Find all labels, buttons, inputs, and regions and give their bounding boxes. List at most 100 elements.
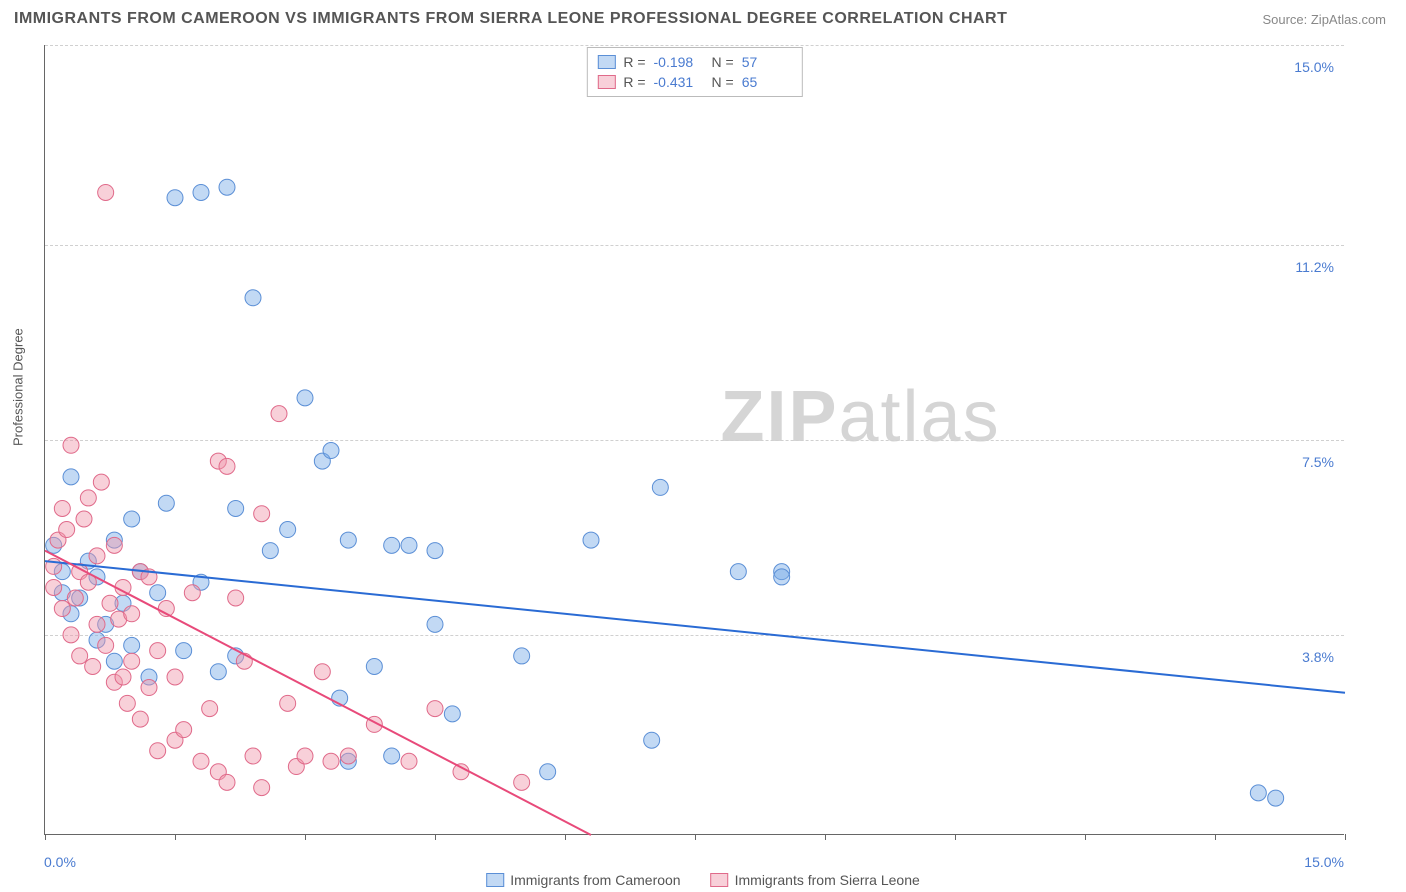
scatter-point: [644, 732, 660, 748]
scatter-point: [219, 179, 235, 195]
scatter-point: [63, 469, 79, 485]
scatter-point: [323, 443, 339, 459]
n-label: N =: [712, 54, 734, 70]
legend-item: Immigrants from Cameroon: [486, 872, 680, 888]
x-tick-mark: [825, 834, 826, 840]
scatter-point: [93, 474, 109, 490]
scatter-point: [85, 658, 101, 674]
scatter-point: [184, 585, 200, 601]
scatter-point: [210, 664, 226, 680]
legend-swatch: [486, 873, 504, 887]
x-tick-mark: [305, 834, 306, 840]
scatter-point: [54, 500, 70, 516]
scatter-point: [54, 601, 70, 617]
legend-label: Immigrants from Cameroon: [510, 872, 680, 888]
chart-container: IMMIGRANTS FROM CAMEROON VS IMMIGRANTS F…: [0, 0, 1406, 892]
scatter-point: [245, 290, 261, 306]
scatter-point: [124, 637, 140, 653]
scatter-point: [514, 648, 530, 664]
legend-swatch: [711, 873, 729, 887]
series-swatch: [597, 55, 615, 69]
scatter-point: [1250, 785, 1266, 801]
plot-area: ZIPatlas 3.8%7.5%11.2%15.0% R =-0.198N =…: [44, 45, 1344, 835]
x-tick-mark: [435, 834, 436, 840]
scatter-point: [115, 669, 131, 685]
scatter-point: [124, 653, 140, 669]
scatter-point: [202, 701, 218, 717]
scatter-point: [444, 706, 460, 722]
scatter-point: [63, 627, 79, 643]
scatter-point: [245, 748, 261, 764]
scatter-point: [89, 616, 105, 632]
scatter-point: [236, 653, 252, 669]
legend-label: Immigrants from Sierra Leone: [735, 872, 920, 888]
scatter-point: [262, 543, 278, 559]
scatter-point: [401, 537, 417, 553]
scatter-point: [59, 522, 75, 538]
scatter-point: [297, 390, 313, 406]
scatter-point: [297, 748, 313, 764]
scatter-point: [427, 543, 443, 559]
scatter-point: [271, 406, 287, 422]
scatter-point: [228, 500, 244, 516]
x-tick-mark: [695, 834, 696, 840]
scatter-point: [63, 437, 79, 453]
scatter-point: [340, 748, 356, 764]
scatter-point: [254, 506, 270, 522]
stats-row: R =-0.431N =65: [597, 72, 791, 92]
x-tick-mark: [45, 834, 46, 840]
scatter-point: [280, 522, 296, 538]
trend-line: [45, 551, 591, 835]
n-label: N =: [712, 74, 734, 90]
r-value: -0.431: [654, 74, 704, 90]
x-tick-mark: [1085, 834, 1086, 840]
x-axis-min-label: 0.0%: [44, 854, 76, 870]
scatter-point: [514, 774, 530, 790]
scatter-point: [427, 701, 443, 717]
scatter-point: [72, 648, 88, 664]
scatter-point: [119, 695, 135, 711]
scatter-point: [176, 722, 192, 738]
scatter-point: [67, 590, 83, 606]
scatter-point: [340, 532, 356, 548]
scatter-point: [228, 590, 244, 606]
scatter-point: [323, 753, 339, 769]
scatter-point: [46, 579, 62, 595]
scatter-point: [254, 780, 270, 796]
scatter-point: [384, 748, 400, 764]
r-value: -0.198: [654, 54, 704, 70]
scatter-point: [124, 606, 140, 622]
scatter-point: [89, 548, 105, 564]
scatter-point: [280, 695, 296, 711]
n-value: 57: [742, 54, 792, 70]
legend-item: Immigrants from Sierra Leone: [711, 872, 920, 888]
scatter-point: [427, 616, 443, 632]
scatter-point: [176, 643, 192, 659]
scatter-point: [150, 643, 166, 659]
scatter-point: [193, 753, 209, 769]
chart-title: IMMIGRANTS FROM CAMEROON VS IMMIGRANTS F…: [14, 10, 1007, 28]
x-tick-mark: [1215, 834, 1216, 840]
bottom-legend: Immigrants from Cameroon Immigrants from …: [486, 872, 920, 888]
scatter-point: [366, 658, 382, 674]
scatter-point: [384, 537, 400, 553]
scatter-point: [774, 569, 790, 585]
scatter-point: [158, 495, 174, 511]
scatter-point: [124, 511, 140, 527]
series-swatch: [597, 75, 615, 89]
scatter-point: [314, 664, 330, 680]
scatter-point: [150, 743, 166, 759]
x-tick-mark: [955, 834, 956, 840]
scatter-point: [106, 537, 122, 553]
scatter-point: [98, 184, 114, 200]
stats-legend-box: R =-0.198N =57R =-0.431N =65: [586, 47, 802, 97]
source-label: Source: ZipAtlas.com: [1262, 12, 1386, 27]
scatter-point: [730, 564, 746, 580]
scatter-point: [193, 184, 209, 200]
scatter-point: [652, 479, 668, 495]
scatter-point: [76, 511, 92, 527]
scatter-point: [583, 532, 599, 548]
stats-row: R =-0.198N =57: [597, 52, 791, 72]
scatter-point: [80, 490, 96, 506]
scatter-point: [540, 764, 556, 780]
